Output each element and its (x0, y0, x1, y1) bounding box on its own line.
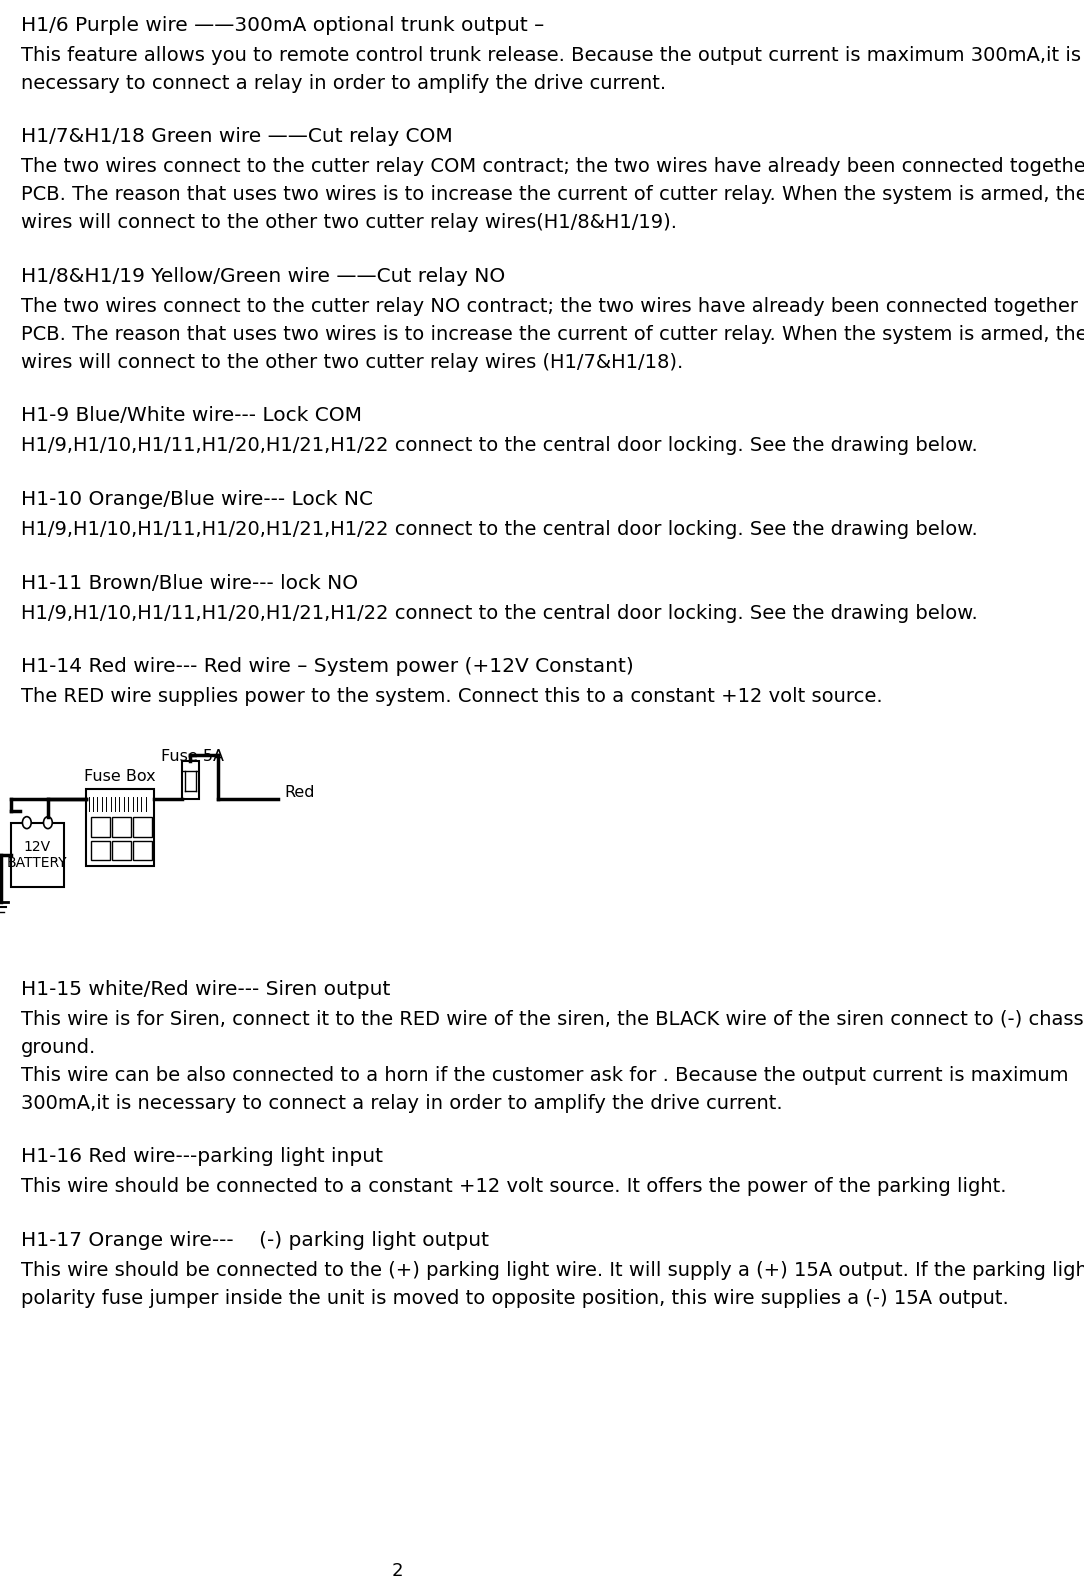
Bar (182, 761, 199, 799)
Text: This feature allows you to remote control trunk release. Because the output curr: This feature allows you to remote contro… (21, 46, 1081, 65)
Text: The RED wire supplies power to the system. Connect this to a constant +12 volt s: The RED wire supplies power to the syste… (21, 687, 882, 706)
Bar (87, 788, 154, 866)
Text: H1/6 Purple wire ——300mA optional trunk output –: H1/6 Purple wire ——300mA optional trunk … (21, 16, 544, 35)
Text: H1/7&H1/18 Green wire ——Cut relay COM: H1/7&H1/18 Green wire ——Cut relay COM (21, 128, 452, 147)
Text: This wire can be also connected to a horn if the customer ask for . Because the : This wire can be also connected to a hor… (21, 1065, 1068, 1084)
Text: Fuse 5A: Fuse 5A (162, 749, 224, 765)
Text: Fuse Box: Fuse Box (85, 769, 156, 784)
Text: H1-15 white/Red wire--- Siren output: H1-15 white/Red wire--- Siren output (21, 980, 390, 999)
Text: wires will connect to the other two cutter relay wires (H1/7&H1/18).: wires will connect to the other two cutt… (21, 353, 683, 372)
Text: The two wires connect to the cutter relay NO contract; the two wires have alread: The two wires connect to the cutter rela… (21, 296, 1084, 315)
Text: This wire should be connected to the (+) parking light wire. It will supply a (+: This wire should be connected to the (+)… (21, 1260, 1084, 1279)
Text: The two wires connect to the cutter relay COM contract; the two wires have alrea: The two wires connect to the cutter rela… (21, 157, 1084, 176)
Bar (112, 817, 131, 836)
Text: H1/9,H1/10,H1/11,H1/20,H1/21,H1/22 connect to the central door locking. See the : H1/9,H1/10,H1/11,H1/20,H1/21,H1/22 conne… (21, 519, 978, 538)
Text: necessary to connect a relay in order to amplify the drive current.: necessary to connect a relay in order to… (21, 74, 666, 93)
Bar (133, 841, 153, 861)
Text: PCB. The reason that uses two wires is to increase the current of cutter relay. : PCB. The reason that uses two wires is t… (21, 185, 1084, 204)
Text: H1-16 Red wire---parking light input: H1-16 Red wire---parking light input (21, 1148, 383, 1167)
Bar (133, 817, 153, 836)
Text: 12V
BATTERY: 12V BATTERY (7, 841, 67, 871)
Text: 2: 2 (391, 1561, 402, 1580)
Bar (112, 841, 131, 861)
Text: PCB. The reason that uses two wires is to increase the current of cutter relay. : PCB. The reason that uses two wires is t… (21, 325, 1084, 344)
Text: This wire should be connected to a constant +12 volt source. It offers the power: This wire should be connected to a const… (21, 1178, 1006, 1197)
Text: Red: Red (284, 785, 314, 801)
Text: polarity fuse jumper inside the unit is moved to opposite position, this wire su: polarity fuse jumper inside the unit is … (21, 1289, 1008, 1308)
Text: 300mA,it is necessary to connect a relay in order to amplify the drive current.: 300mA,it is necessary to connect a relay… (21, 1094, 783, 1113)
Text: H1-17 Orange wire---    (-) parking light output: H1-17 Orange wire--- (-) parking light o… (21, 1232, 489, 1251)
Text: H1/8&H1/19 Yellow/Green wire ——Cut relay NO: H1/8&H1/19 Yellow/Green wire ——Cut relay… (21, 268, 505, 287)
Bar (11, 823, 64, 888)
Text: ground.: ground. (21, 1038, 95, 1057)
Bar (91, 841, 111, 861)
Text: H1-14 Red wire--- Red wire – System power (+12V Constant): H1-14 Red wire--- Red wire – System powe… (21, 657, 633, 676)
Text: wires will connect to the other two cutter relay wires(H1/8&H1/19).: wires will connect to the other two cutt… (21, 214, 676, 233)
Text: This wire is for Siren, connect it to the RED wire of the siren, the BLACK wire : This wire is for Siren, connect it to th… (21, 1010, 1084, 1029)
Text: H1/9,H1/10,H1/11,H1/20,H1/21,H1/22 connect to the central door locking. See the : H1/9,H1/10,H1/11,H1/20,H1/21,H1/22 conne… (21, 437, 978, 456)
Circle shape (43, 817, 52, 828)
Bar (91, 817, 111, 836)
Circle shape (23, 817, 31, 828)
Text: H1-9 Blue/White wire--- Lock COM: H1-9 Blue/White wire--- Lock COM (21, 407, 361, 426)
Text: H1/9,H1/10,H1/11,H1/20,H1/21,H1/22 connect to the central door locking. See the : H1/9,H1/10,H1/11,H1/20,H1/21,H1/22 conne… (21, 603, 978, 622)
Text: H1-10 Orange/Blue wire--- Lock NC: H1-10 Orange/Blue wire--- Lock NC (21, 491, 373, 510)
Text: H1-11 Brown/Blue wire--- lock NO: H1-11 Brown/Blue wire--- lock NO (21, 573, 358, 592)
